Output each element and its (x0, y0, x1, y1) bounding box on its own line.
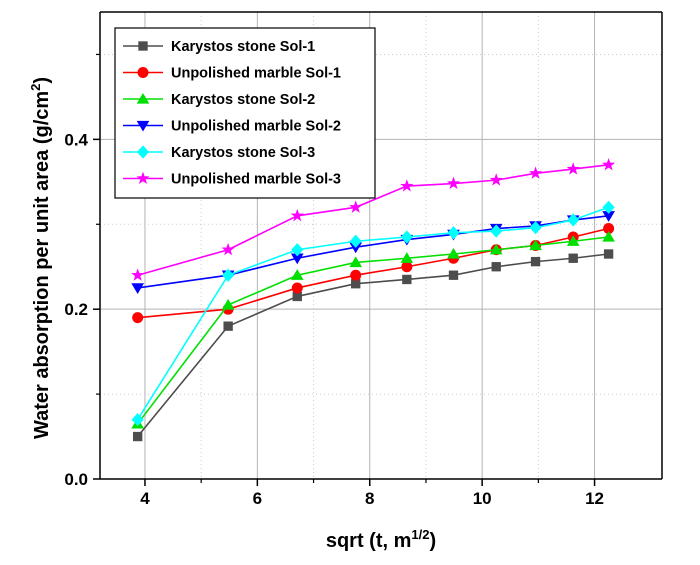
data-point (400, 252, 414, 263)
data-point (131, 412, 144, 427)
legend-entry: Unpolished marble Sol-3 (123, 172, 341, 188)
legend-entry: Unpolished marble Sol-1 (123, 66, 341, 82)
data-point (602, 157, 616, 171)
data-point (530, 256, 541, 267)
data-point (447, 247, 460, 259)
y-tick-label: 0.2 (64, 300, 88, 319)
x-tick-label: 4 (140, 489, 150, 508)
data-point (221, 242, 235, 256)
data-point (349, 234, 362, 248)
series-line (137, 164, 609, 276)
x-tick-label: 10 (473, 489, 492, 508)
legend-marker (136, 92, 150, 104)
data-point (446, 176, 461, 190)
data-point (602, 211, 615, 222)
data-point (603, 223, 615, 235)
legend-label: Unpolished marble Sol-3 (171, 172, 341, 188)
data-point (490, 224, 503, 238)
series-line (137, 253, 609, 438)
axes: 4 6 8 10 12 0.0 0.2 0.4 (64, 11, 663, 508)
legend-marker (137, 67, 149, 78)
series-3 (131, 230, 615, 429)
data-point (223, 321, 233, 331)
series-line (136, 206, 609, 420)
data-point (529, 221, 542, 235)
y-axis-title: Water absorption per unit area (g/cm2) (28, 77, 53, 439)
legend-label: Unpolished marble Sol-2 (171, 119, 341, 135)
data-point (349, 242, 363, 254)
data-point (567, 213, 580, 227)
data-point (603, 249, 614, 259)
data-point (566, 235, 580, 246)
data-point (132, 312, 144, 324)
legend-entry: Karystos stone Sol-2 (123, 92, 315, 108)
y-tick-label: 0.0 (64, 470, 88, 489)
data-point (349, 256, 363, 268)
y-tick-label: 0.4 (64, 130, 88, 149)
data-point (448, 270, 459, 280)
data-point (350, 269, 362, 281)
data-series (131, 157, 616, 442)
x-tick-label: 8 (365, 489, 374, 508)
series-6 (131, 157, 616, 281)
data-point (401, 261, 413, 273)
data-point (291, 282, 303, 294)
legend-entry: Unpolished marble Sol-2 (123, 119, 341, 135)
data-point (489, 173, 503, 186)
legend-label: Unpolished marble Sol-1 (171, 66, 341, 82)
data-point (349, 200, 363, 213)
x-tick-label: 12 (585, 489, 604, 508)
data-point (221, 298, 235, 310)
data-point (489, 243, 503, 255)
legend-label: Karystos stone Sol-3 (171, 145, 315, 161)
data-point (290, 253, 304, 265)
legend-box (114, 27, 376, 199)
data-point (568, 253, 578, 263)
legend: Karystos stone Sol-1 Unpolished marble So… (114, 27, 376, 199)
data-point (292, 291, 302, 302)
data-point (602, 230, 615, 242)
series-line (137, 227, 609, 319)
series-2 (132, 223, 615, 324)
legend-entry: Karystos stone Sol-1 (123, 39, 315, 55)
data-point (290, 208, 304, 222)
legend-marker (136, 145, 150, 159)
data-point (222, 268, 235, 282)
legend-marker (138, 41, 148, 51)
data-point (290, 269, 304, 280)
data-point (132, 431, 143, 442)
data-point (291, 243, 304, 257)
data-point (529, 239, 542, 251)
data-point (351, 279, 361, 289)
data-point (447, 226, 460, 240)
x-axis-title: sqrt (t, m1/2) (326, 527, 436, 552)
series-line (137, 236, 609, 425)
data-point (131, 283, 144, 295)
data-point (400, 179, 414, 192)
legend-label: Karystos stone Sol-1 (171, 39, 315, 55)
legend-entry: Karystos stone Sol-3 (123, 145, 315, 161)
series-1 (132, 249, 614, 442)
data-point (400, 230, 413, 244)
x-tick-label: 6 (253, 489, 262, 508)
data-point (602, 200, 615, 214)
legend-label: Karystos stone Sol-2 (171, 92, 315, 108)
data-point (566, 162, 580, 175)
data-point (402, 274, 412, 285)
data-point (131, 268, 145, 281)
legend-marker (136, 171, 150, 185)
legend-marker (136, 120, 150, 132)
series-5 (131, 200, 615, 427)
data-point (529, 166, 543, 179)
data-point (491, 262, 501, 272)
series-line (137, 214, 609, 289)
